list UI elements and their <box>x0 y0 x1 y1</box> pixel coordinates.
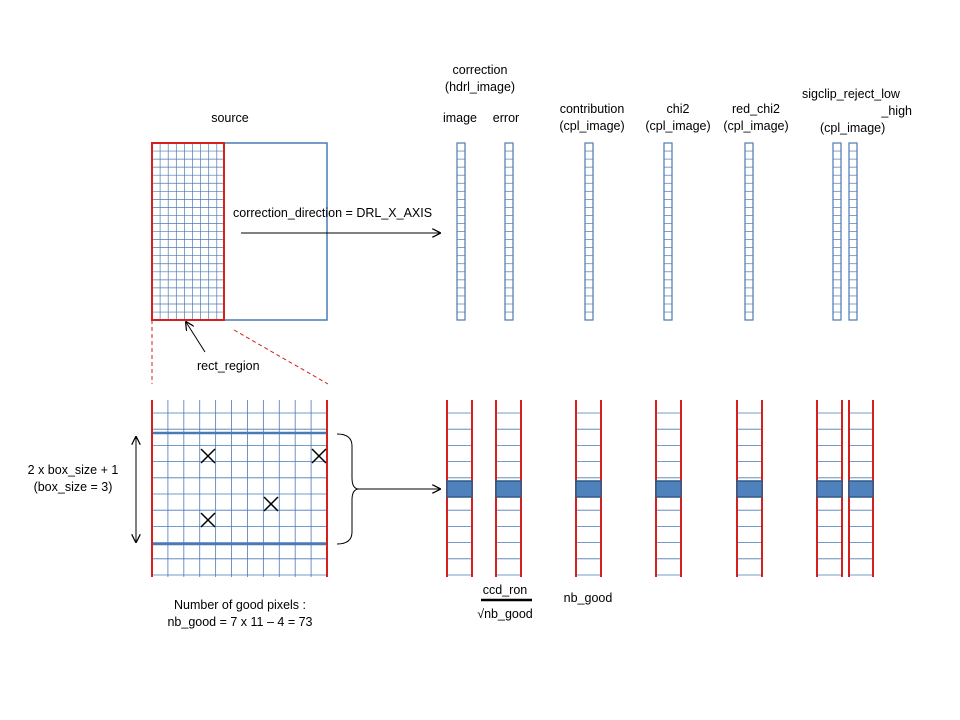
zoom-contribution-column-result-pixel <box>575 480 602 498</box>
contribution-label: contribution <box>559 102 625 116</box>
red-chi2-type-label: (cpl_image) <box>723 119 789 133</box>
chi2-label: chi2 <box>666 102 690 116</box>
zoom-sigclip-high-column-result-pixel <box>848 480 874 498</box>
bad-pixel-cross <box>200 512 216 528</box>
nb-good-label: nb_good <box>563 591 613 605</box>
sqrt-nb-good-denominator-label: √nb_good <box>477 607 533 621</box>
sigclip-label: sigclip_reject_low <box>802 87 900 101</box>
sigclip-high-label: _high <box>881 104 912 118</box>
bad-pixel-cross <box>311 448 327 464</box>
rect-region-box <box>151 142 225 321</box>
bad-pixel-cross <box>200 448 216 464</box>
image-label: image <box>442 111 478 125</box>
sigclip-type-label: (cpl_image) <box>820 121 886 135</box>
window-brace <box>336 433 360 545</box>
rect-region-pointer-arrow <box>186 322 206 353</box>
rect-region-label: rect_region <box>197 359 260 373</box>
bad-pixel-cross <box>263 496 279 512</box>
contribution-type-label: (cpl_image) <box>559 119 625 133</box>
correction-direction-label: correction_direction = DRL_X_AXIS <box>233 206 433 220</box>
source-label: source <box>211 111 249 125</box>
zoom-image-column-result-pixel <box>446 480 473 498</box>
zoom-error-column-result-pixel <box>495 480 522 498</box>
ccd-ron-numerator-label: ccd_ron <box>482 583 528 597</box>
correction-type-label: (hdrl_image) <box>444 80 516 94</box>
zoom-chi2-column-result-pixel <box>655 480 682 498</box>
box-size-formula-label: 2 x box_size + 1 <box>27 463 119 477</box>
good-pixels-label: Number of good pixels : <box>173 598 306 612</box>
error-label: error <box>492 111 520 125</box>
zoom-dashed-line <box>233 329 329 385</box>
zoom-red-chi2-column-result-pixel <box>736 480 763 498</box>
correction-label: correction <box>452 63 508 77</box>
box-size-value-label: (box_size = 3) <box>33 480 113 494</box>
chi2-type-label: (cpl_image) <box>645 119 711 133</box>
red-chi2-label: red_chi2 <box>732 102 780 116</box>
nb-good-formula-label: nb_good = 7 x 11 – 4 = 73 <box>167 615 313 629</box>
zoom-sigclip-low-column-result-pixel <box>816 480 843 498</box>
